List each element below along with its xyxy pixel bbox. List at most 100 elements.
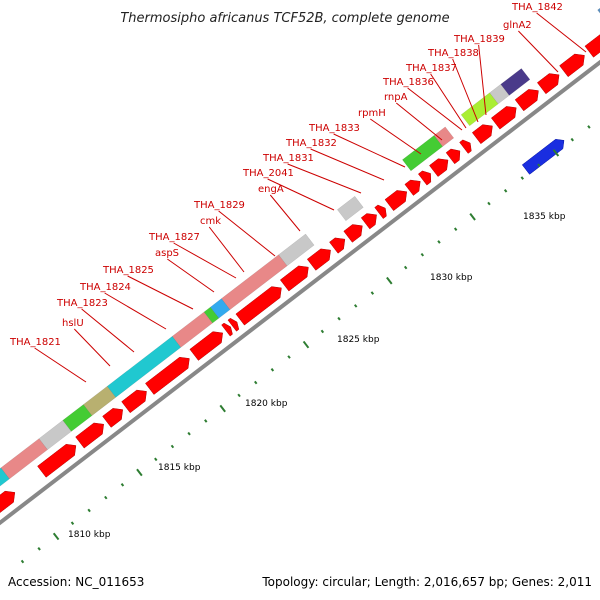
gene-label: cmk [200, 216, 221, 227]
ruler-tick [386, 276, 393, 285]
ruler-tick [170, 444, 175, 449]
cds-arrow [514, 89, 539, 112]
gene-label-leader [73, 328, 111, 367]
cds-arrow [559, 53, 585, 78]
gene-label-leader [173, 242, 237, 279]
ruler-tick [120, 483, 125, 487]
ruler-tick [219, 404, 226, 413]
cds-arrow [374, 204, 387, 219]
cds-arrow [417, 170, 432, 186]
gene-label-leader [104, 292, 167, 330]
ruler-tick [587, 125, 591, 129]
ruler-tick [503, 189, 508, 193]
ruler-tick [87, 508, 91, 513]
ruler-tick [552, 149, 560, 157]
gene-label-leader [34, 347, 87, 383]
ruler-label: 1825 kbp [337, 335, 380, 345]
ruler-tick [136, 468, 143, 477]
accession-text: Accession: NC_011653 [8, 575, 144, 589]
gene-label: THA_1825 [102, 265, 154, 276]
gene-label-leader [333, 133, 406, 168]
ruler-tick [370, 291, 375, 295]
gene-label: THA_1839 [453, 34, 505, 45]
cds-arrow [459, 139, 472, 154]
cds-arrow [102, 408, 124, 428]
gene-label-leader [310, 148, 385, 181]
cds-arrow [37, 444, 77, 478]
gene-label-leader [167, 258, 215, 293]
gene-label: THA_1842 [511, 2, 563, 13]
backbone [0, 59, 600, 526]
cds-arrow [360, 213, 377, 230]
cds-arrow [343, 224, 363, 243]
ruler-tick [52, 532, 60, 541]
cog-box [460, 92, 499, 127]
cog-track [0, 7, 600, 487]
cds-arrow [279, 265, 309, 292]
cds-arrow [429, 158, 449, 177]
ruler-tick [337, 316, 341, 321]
gene-label-leader [396, 102, 443, 141]
ruler-tick [320, 329, 325, 334]
cog-box [433, 126, 455, 147]
ruler-label: 1830 kbp [430, 273, 473, 283]
gene-label: hslU [62, 318, 84, 329]
gene-track [0, 34, 600, 513]
gene-label-leader [269, 194, 301, 232]
genome-title: Thermosipho africanus TCF52B, complete g… [120, 11, 449, 26]
ruler-tick [302, 340, 310, 349]
cog-box [278, 233, 315, 267]
gene-label: rnpA [384, 92, 408, 103]
cds-arrow [584, 34, 600, 58]
gene-label-leader [127, 275, 194, 310]
gene-label: rpmH [358, 108, 386, 119]
gene-label: aspS [155, 248, 179, 259]
ruler-tick [254, 380, 258, 385]
ruler-tick [420, 252, 425, 257]
cds-arrow [121, 389, 147, 414]
gene-label: THA_2041 [242, 168, 294, 179]
gene-label-leader [407, 87, 463, 131]
ruler-tick [20, 559, 25, 564]
cds-arrow [0, 490, 16, 513]
cds-arrow [221, 322, 233, 337]
gene-label: THA_1824 [79, 282, 131, 293]
cog-box [500, 68, 531, 96]
ruler-label: 1820 kbp [245, 399, 288, 409]
ruler-tick [469, 213, 476, 221]
cds-arrow [404, 179, 421, 196]
ruler-label: 1835 kbp [523, 212, 566, 222]
ruler-tick [353, 304, 358, 308]
gene-label-leader [218, 210, 276, 257]
gene-label: glnA2 [503, 20, 532, 31]
gene-label: THA_1833 [308, 123, 360, 134]
gene-label: THA_1823 [56, 298, 108, 309]
ruler-tick [104, 495, 108, 500]
gene-label: THA_1832 [285, 138, 337, 149]
ruler-tick [570, 137, 574, 142]
ruler-tick [270, 367, 275, 372]
gene-label-leader [536, 12, 587, 53]
cds-arrow [329, 237, 346, 254]
gene-label: THA_1827 [148, 232, 200, 243]
gene-label: THA_1829 [193, 200, 245, 211]
ruler-tick [70, 521, 75, 526]
gene-label-leader [370, 118, 422, 155]
gene-label-leader [81, 308, 135, 353]
cog-box [597, 7, 600, 14]
backbone-line [0, 59, 600, 526]
gene-label: THA_1837 [405, 63, 457, 74]
cds-arrow [227, 317, 240, 332]
cds-arrow [537, 73, 560, 95]
gene-label: THA_1838 [427, 48, 479, 59]
cds-arrow [471, 124, 493, 145]
ruler-tick [437, 240, 441, 244]
ruler-tick [487, 201, 491, 206]
cds-arrow [235, 286, 282, 326]
cds-arrow [145, 356, 190, 395]
gene-label: THA_1831 [262, 153, 314, 164]
rna-gene-arrow [521, 139, 565, 175]
